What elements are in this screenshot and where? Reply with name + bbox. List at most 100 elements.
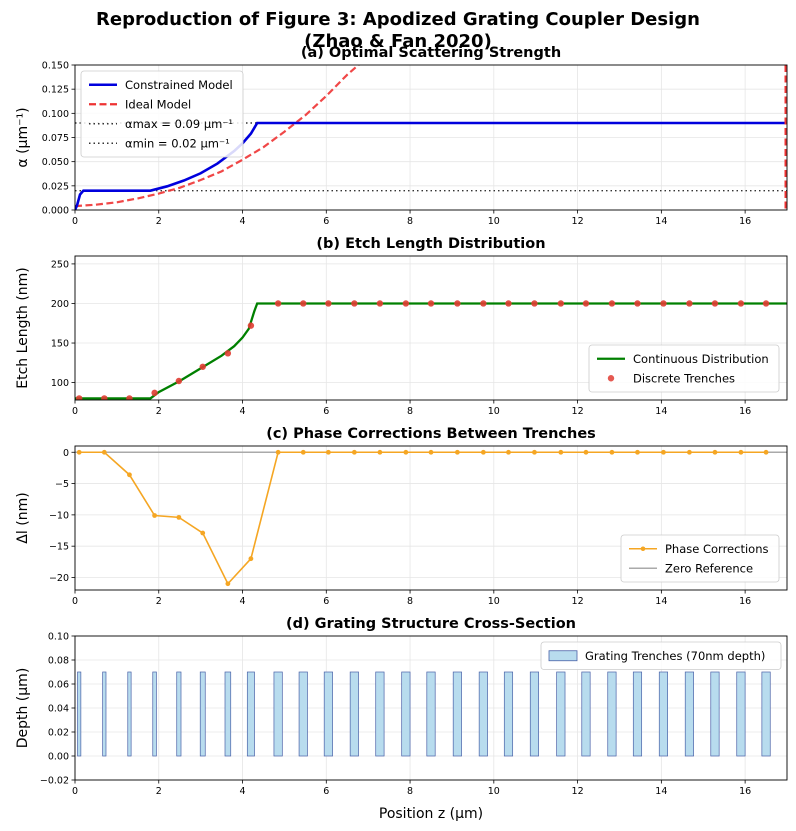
y-tick-label: 100 xyxy=(51,378,69,389)
x-tick-label: 12 xyxy=(572,216,584,227)
panel-b-ylabel: Etch Length (nm) xyxy=(15,267,31,389)
grating-trench-bar xyxy=(556,671,566,757)
panel-b-etch-length: 0 2 4 6 8 10 12 14 16 100 150 200 250 (b) Etch Length… xyxy=(15,236,788,417)
axes-frame xyxy=(74,255,788,401)
discrete-trench-point xyxy=(608,300,616,307)
phase-correction-point xyxy=(428,449,434,455)
discrete-trench-point xyxy=(762,300,770,307)
phase-corrections-line xyxy=(79,451,767,586)
phase-correction-point xyxy=(351,449,357,455)
legend-swatch-marker xyxy=(640,546,646,552)
grating-trench-bar xyxy=(503,671,514,757)
phase-correction-point xyxy=(403,449,409,455)
legend-box xyxy=(588,344,780,393)
x-tick-label: 10 xyxy=(488,216,500,227)
panel-c-title: (c) Phase Corrections Between Trenches xyxy=(266,426,596,442)
discrete-trench-point xyxy=(686,300,693,307)
phase-correction-point xyxy=(454,449,460,455)
y-tick-label: 0.150 xyxy=(42,61,69,72)
plot-area xyxy=(77,671,771,757)
legend: Constrained Model Ideal Model αmax = 0.09 … xyxy=(80,70,244,158)
legend-label: αmin = 0.02 μm⁻¹ xyxy=(125,136,230,150)
grating-trench-bar xyxy=(102,671,107,757)
y-tick-label: 0.10 xyxy=(48,632,69,643)
discrete-trench-point xyxy=(224,350,232,357)
grating-trench-bar xyxy=(127,671,132,757)
grating-trench-bar xyxy=(176,671,182,757)
phase-correction-point xyxy=(712,449,718,455)
discrete-trench-point xyxy=(351,300,358,307)
discrete-trench-point xyxy=(376,300,384,307)
legend: Phase Corrections Zero Reference xyxy=(620,534,780,583)
x-tick-label: 8 xyxy=(407,596,413,607)
grating-trench-bar xyxy=(401,671,411,757)
y-tick-label: 0.00 xyxy=(48,752,69,763)
legend-label: Constrained Model xyxy=(125,78,233,92)
y-tick-label: 250 xyxy=(51,259,69,270)
x-tick-label: 10 xyxy=(488,406,500,417)
x-tick-label: 12 xyxy=(572,596,584,607)
figure-title-line2: (Zhao & Fan 2020) xyxy=(304,31,492,52)
legend-label: Zero Reference xyxy=(665,561,753,575)
phase-correction-point xyxy=(76,449,82,455)
discrete-trench-point xyxy=(711,300,719,307)
x-tick-label: 8 xyxy=(407,406,413,417)
legend-label: αmax = 0.09 μm⁻¹ xyxy=(125,117,233,131)
x-tick-label: 14 xyxy=(655,406,667,417)
phase-correction-point xyxy=(275,449,281,455)
constrained-model-line xyxy=(75,121,787,210)
y-tick-label: 0.100 xyxy=(42,109,69,120)
discrete-trench-point xyxy=(737,300,745,307)
discrete-trench-point xyxy=(531,300,538,307)
legend-box xyxy=(540,641,782,670)
legend-swatch-patch xyxy=(548,650,578,662)
phase-correction-point xyxy=(738,449,744,455)
grating-trench-bar xyxy=(349,671,359,757)
discrete-trench-point xyxy=(634,300,641,307)
grating-trench-bar xyxy=(273,671,283,757)
discrete-trench-point xyxy=(505,300,512,307)
discrete-trench-point xyxy=(75,395,83,400)
x-tick-label: 2 xyxy=(156,406,162,417)
x-tick-label: 6 xyxy=(323,596,329,607)
grating-trench-bar xyxy=(77,671,82,757)
x-tick-label: 6 xyxy=(323,406,329,417)
grating-trench-bar xyxy=(632,671,643,757)
phase-correction-point xyxy=(687,449,692,455)
y-tick-label: 150 xyxy=(51,339,69,350)
legend-label: Phase Corrections xyxy=(665,542,768,556)
x-tick-label: 0 xyxy=(72,406,78,417)
ideal-model-line xyxy=(75,65,361,208)
x-tick-label: 16 xyxy=(739,216,751,227)
plot-area xyxy=(75,300,787,400)
grating-trench-bar xyxy=(323,671,333,757)
y-tick-label: −0.02 xyxy=(40,776,69,787)
discrete-trench-point xyxy=(247,322,255,329)
phase-correction-point xyxy=(127,472,132,478)
legend: Grating Trenches (70nm depth) xyxy=(540,641,782,670)
phase-correction-point xyxy=(635,449,640,455)
phase-correction-point xyxy=(300,449,306,455)
discrete-trench-point xyxy=(660,300,667,307)
grating-trench-bar xyxy=(375,671,385,757)
axes-frame xyxy=(74,64,788,211)
phase-correction-point xyxy=(176,514,182,520)
figure-title-line1: Reproduction of Figure 3: Apodized Grati… xyxy=(96,9,700,30)
x-tick-label: 8 xyxy=(407,786,413,797)
panel-a-scattering-strength: 0 2 4 6 8 10 12 14 16 0.000 0.025 0.050 0.075 0.100 0.… xyxy=(15,45,788,227)
grating-trench-bar xyxy=(529,671,539,757)
legend-box xyxy=(80,70,244,158)
panel-d-title: (d) Grating Structure Cross-Section xyxy=(286,616,576,632)
phase-correction-point xyxy=(609,449,615,455)
x-tick-label: 14 xyxy=(655,216,667,227)
discrete-trench-point xyxy=(199,363,206,370)
phase-correction-point xyxy=(532,449,537,455)
discrete-trench-point xyxy=(454,300,461,307)
x-tick-label: 2 xyxy=(156,786,162,797)
legend-label: Grating Trenches (70nm depth) xyxy=(585,649,765,663)
discrete-trench-point xyxy=(582,300,590,307)
grating-trench-bar xyxy=(426,671,436,757)
y-tick-label: 0.000 xyxy=(42,206,69,217)
x-tick-label: 10 xyxy=(488,596,500,607)
